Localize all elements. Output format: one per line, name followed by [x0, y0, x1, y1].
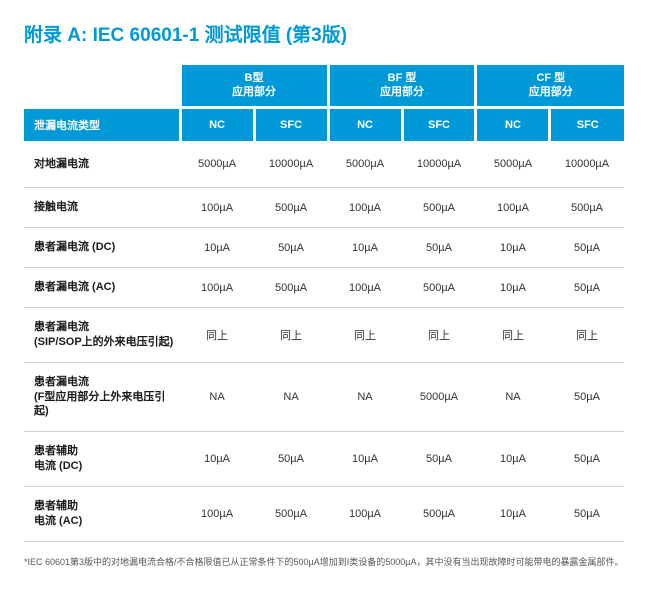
cell: 同上 — [328, 307, 402, 362]
page-title: 附录 A: IEC 60601-1 测试限值 (第3版) — [24, 20, 624, 47]
cell: 100µA — [180, 486, 254, 541]
group-header-blank — [24, 65, 180, 107]
footnote: *IEC 60601第3版中的对地漏电流合格/不合格限值已从正常条件下的500µ… — [24, 556, 624, 570]
cell: 500µA — [550, 188, 624, 228]
cell: 10µA — [476, 486, 550, 541]
cell: 500µA — [402, 188, 476, 228]
sub-header-4: NC — [476, 107, 550, 141]
cell: 同上 — [180, 307, 254, 362]
cell: 50µA — [254, 228, 328, 268]
row-label: 患者漏电流 (DC) — [24, 228, 180, 268]
cell: 50µA — [254, 432, 328, 487]
cell: 50µA — [402, 228, 476, 268]
cell: 同上 — [254, 307, 328, 362]
sub-header-0: NC — [180, 107, 254, 141]
cell: 100µA — [328, 486, 402, 541]
sub-header-5: SFC — [550, 107, 624, 141]
group-header-cf: CF 型应用部分 — [476, 65, 624, 107]
group-header-bf: BF 型应用部分 — [328, 65, 476, 107]
sub-header-row: 泄漏电流类型 NC SFC NC SFC NC SFC — [24, 107, 624, 141]
cell: 10µA — [476, 432, 550, 487]
cell: 10µA — [180, 228, 254, 268]
table-row: 患者漏电流(SIP/SOP上的外来电压引起)同上同上同上同上同上同上 — [24, 307, 624, 362]
cell: 同上 — [550, 307, 624, 362]
cell: 5000µA — [476, 141, 550, 188]
group-header-row: B型应用部分 BF 型应用部分 CF 型应用部分 — [24, 65, 624, 107]
cell: 10µA — [328, 432, 402, 487]
row-label: 患者漏电流 (AC) — [24, 268, 180, 308]
table-row: 患者漏电流 (AC)100µA500µA100µA500µA10µA50µA — [24, 268, 624, 308]
row-label: 对地漏电流 — [24, 141, 180, 188]
cell: 5000µA — [402, 362, 476, 432]
cell: 50µA — [550, 228, 624, 268]
cell: 100µA — [328, 268, 402, 308]
cell: 5000µA — [328, 141, 402, 188]
sub-header-label: 泄漏电流类型 — [24, 107, 180, 141]
cell: 500µA — [402, 486, 476, 541]
table-row: 对地漏电流5000µA10000µA5000µA10000µA5000µA100… — [24, 141, 624, 188]
cell: 10µA — [476, 268, 550, 308]
row-label: 接触电流 — [24, 188, 180, 228]
cell: NA — [180, 362, 254, 432]
cell: 50µA — [402, 432, 476, 487]
table-row: 患者漏电流 (DC)10µA50µA10µA50µA10µA50µA — [24, 228, 624, 268]
cell: 10µA — [328, 228, 402, 268]
cell: 10000µA — [402, 141, 476, 188]
sub-header-2: NC — [328, 107, 402, 141]
table-row: 患者辅助电流 (DC)10µA50µA10µA50µA10µA50µA — [24, 432, 624, 487]
table-row: 患者漏电流(F型应用部分上外来电压引起)NANANA5000µANA50µA — [24, 362, 624, 432]
row-label: 患者漏电流(F型应用部分上外来电压引起) — [24, 362, 180, 432]
cell: NA — [328, 362, 402, 432]
sub-header-1: SFC — [254, 107, 328, 141]
cell: 10µA — [476, 228, 550, 268]
table-row: 患者辅助电流 (AC)100µA500µA100µA500µA10µA50µA — [24, 486, 624, 541]
cell: 50µA — [550, 432, 624, 487]
table-row: 接触电流100µA500µA100µA500µA100µA500µA — [24, 188, 624, 228]
cell: 10µA — [180, 432, 254, 487]
cell: 10000µA — [254, 141, 328, 188]
sub-header-3: SFC — [402, 107, 476, 141]
cell: 50µA — [550, 362, 624, 432]
cell: NA — [476, 362, 550, 432]
cell: 同上 — [402, 307, 476, 362]
limits-table: B型应用部分 BF 型应用部分 CF 型应用部分 泄漏电流类型 NC SFC N… — [24, 65, 624, 542]
cell: 500µA — [402, 268, 476, 308]
row-label: 患者漏电流(SIP/SOP上的外来电压引起) — [24, 307, 180, 362]
row-label: 患者辅助电流 (DC) — [24, 432, 180, 487]
cell: 100µA — [180, 268, 254, 308]
cell: 5000µA — [180, 141, 254, 188]
cell: 50µA — [550, 486, 624, 541]
cell: 100µA — [180, 188, 254, 228]
group-header-b: B型应用部分 — [180, 65, 328, 107]
cell: 500µA — [254, 268, 328, 308]
cell: 100µA — [328, 188, 402, 228]
row-label: 患者辅助电流 (AC) — [24, 486, 180, 541]
cell: 50µA — [550, 268, 624, 308]
cell: 同上 — [476, 307, 550, 362]
cell: 100µA — [476, 188, 550, 228]
cell: 500µA — [254, 188, 328, 228]
cell: 500µA — [254, 486, 328, 541]
cell: NA — [254, 362, 328, 432]
cell: 10000µA — [550, 141, 624, 188]
